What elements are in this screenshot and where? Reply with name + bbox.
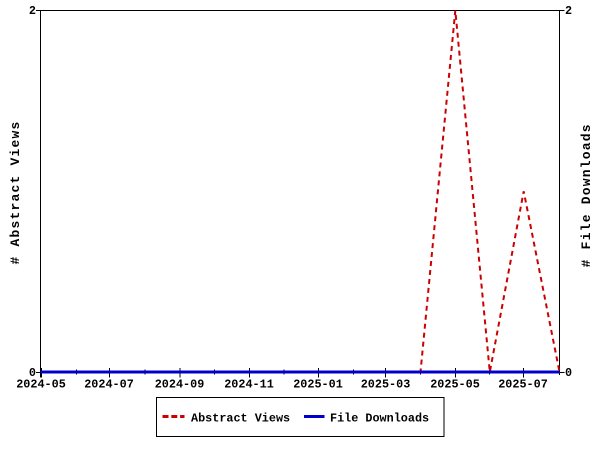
svg-text:# Abstract Views: # Abstract Views (8, 120, 23, 264)
svg-text:Abstract Views: Abstract Views (191, 412, 290, 426)
svg-text:2024-11: 2024-11 (224, 378, 274, 392)
svg-text:# File Downloads: # File Downloads (579, 123, 594, 267)
svg-text:2: 2 (29, 4, 36, 18)
svg-text:2024-09: 2024-09 (155, 378, 205, 392)
svg-text:0: 0 (565, 366, 572, 380)
svg-text:2025-01: 2025-01 (293, 378, 343, 392)
svg-text:2: 2 (565, 4, 572, 18)
svg-text:2025-07: 2025-07 (498, 378, 548, 392)
svg-text:2025-05: 2025-05 (430, 378, 480, 392)
svg-text:2024-05: 2024-05 (16, 378, 66, 392)
svg-text:0: 0 (29, 366, 36, 380)
svg-text:File Downloads: File Downloads (330, 412, 429, 426)
svg-text:2024-07: 2024-07 (84, 378, 134, 392)
svg-text:2025-03: 2025-03 (361, 378, 411, 392)
